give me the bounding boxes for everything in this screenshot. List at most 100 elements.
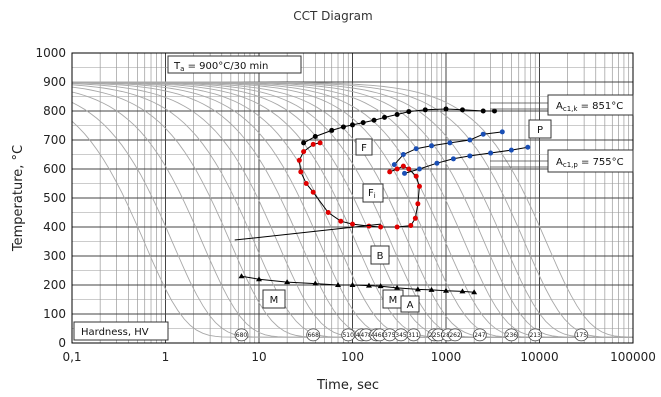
- ac1p-value: = 755°C: [578, 157, 624, 168]
- series-point-pearlite_start: [500, 129, 505, 134]
- series-point-ferrite_bainite_boundary: [366, 224, 371, 229]
- y-tick-label: 1000: [35, 46, 66, 60]
- series-point-ferrite_bainite_boundary: [350, 222, 355, 227]
- hardness-value: 375: [384, 332, 396, 339]
- y-tick-label: 800: [43, 104, 66, 118]
- series-point-ferrite_start: [460, 107, 465, 112]
- phase-label-p: P: [529, 120, 551, 138]
- series-point-ferrite_start: [350, 122, 355, 127]
- hardness-value: 668: [307, 332, 319, 339]
- series-point-ferrite_bainite_boundary: [326, 210, 331, 215]
- x-tick-label: 0,1: [62, 350, 81, 364]
- series-point-ferrite_bainite_boundary: [378, 225, 383, 230]
- hardness-label: Hardness, HV: [74, 322, 168, 340]
- series-point-ferrite_start: [382, 115, 387, 120]
- series-point-pearlite_start: [401, 152, 406, 157]
- series-point-ferrite_bainite_boundary: [318, 140, 323, 145]
- series-point-pearlite_end: [451, 156, 456, 161]
- series-point-pearlite_start: [467, 138, 472, 143]
- series-point-ferrite_bainite_boundary: [413, 216, 418, 221]
- y-tick-label: 100: [43, 307, 66, 321]
- y-tick-label: 0: [58, 336, 66, 350]
- series-point-ferrite_bainite_boundary: [311, 142, 316, 147]
- hardness-value: 345: [395, 332, 407, 339]
- y-tick-label: 900: [43, 75, 66, 89]
- series-point-pearlite_start: [414, 146, 419, 151]
- hardness-value: 262: [449, 332, 461, 339]
- phase-f-text: F: [361, 143, 367, 154]
- y-tick-label: 600: [43, 162, 66, 176]
- hardness-value: 236: [506, 332, 518, 339]
- series-point-ferrite_start: [372, 118, 377, 123]
- phase-m2-text: M: [389, 295, 398, 306]
- series-point-ferrite_bainite_boundary: [304, 181, 309, 186]
- series-point-ferrite_bainite_boundary: [395, 225, 400, 230]
- y-axis-label: Temperature, °C: [11, 145, 26, 252]
- series-point-pearlite_start: [447, 140, 452, 145]
- series-point-ferrite_bainite_boundary: [408, 223, 413, 228]
- y-tick-label: 400: [43, 220, 66, 234]
- series-point-pearlite_end: [402, 171, 407, 176]
- series-point-pearlite_end: [509, 148, 514, 153]
- x-tick-label: 10: [251, 350, 266, 364]
- x-tick-label: 1000: [431, 350, 462, 364]
- series-point-ferrite_bainite_boundary: [406, 167, 411, 172]
- ac1k-value: = 851°C: [577, 101, 623, 112]
- y-tick-labels: 01002003004005006007008009001000: [35, 46, 66, 350]
- series-point-ferrite_bainite_boundary: [395, 167, 400, 172]
- series-point-ferrite_bainite_boundary: [297, 158, 302, 163]
- series-point-ferrite_start: [481, 109, 486, 114]
- series-point-pearlite_start: [392, 162, 397, 167]
- phase-fi-sub: i: [374, 192, 376, 200]
- series-point-pearlite_start: [429, 143, 434, 148]
- x-axis-label: Time, sec: [316, 378, 379, 393]
- y-tick-label: 300: [43, 249, 66, 263]
- x-tick-label: 10000: [520, 350, 558, 364]
- series-point-ferrite_start: [301, 140, 306, 145]
- phase-label-b: B: [371, 246, 389, 264]
- svg-text:Ta = 900°C/30 min: Ta = 900°C/30 min: [173, 61, 268, 73]
- series-point-ferrite_start: [313, 134, 318, 139]
- series-point-ferrite_bainite_boundary: [338, 219, 343, 224]
- series-point-ferrite_bainite_boundary: [301, 149, 306, 154]
- phase-m1-text: M: [270, 295, 279, 306]
- series-point-ferrite_start: [406, 109, 411, 114]
- chart-title: CCT Diagram: [293, 9, 372, 23]
- hardness-value: 510: [342, 332, 354, 339]
- series-point-pearlite_start: [481, 132, 486, 137]
- phase-label-m2: M: [383, 290, 403, 308]
- ac1p-sub: c1,p: [563, 161, 579, 169]
- ac1k-sub: c1,k: [563, 105, 579, 113]
- phase-label-a: A: [401, 296, 419, 312]
- series-point-ferrite_start: [329, 128, 334, 133]
- series-point-ferrite_bainite_boundary: [387, 169, 392, 174]
- phase-b-text: B: [377, 251, 384, 262]
- hardness-value: 247: [474, 332, 486, 339]
- series-point-ferrite_bainite_boundary: [401, 164, 406, 169]
- series-point-pearlite_end: [488, 151, 493, 156]
- x-tick-label: 1: [162, 350, 170, 364]
- phase-label-m1: M: [263, 290, 285, 308]
- hardness-value: 311: [408, 332, 420, 339]
- phase-p-text: P: [537, 125, 543, 136]
- austenitizing-value: = 900°C/30 min: [184, 61, 268, 72]
- phase-label-f: F: [356, 139, 372, 155]
- series-point-ferrite_bainite_boundary: [417, 184, 422, 189]
- phase-label-fi: Fi: [363, 184, 383, 202]
- series-point-pearlite_end: [434, 161, 439, 166]
- x-tick-label: 100000: [610, 350, 656, 364]
- series-point-ferrite_bainite_boundary: [298, 169, 303, 174]
- series-point-pearlite_end: [525, 145, 530, 150]
- series-point-pearlite_end: [417, 167, 422, 172]
- x-tick-labels: 0,1 1 10 100 1000 10000 100000: [62, 350, 655, 364]
- x-tick-label: 100: [341, 350, 364, 364]
- hardness-value: 213: [529, 332, 541, 339]
- hardness-value: 680: [236, 332, 248, 339]
- series-point-ferrite_bainite_boundary: [415, 201, 420, 206]
- series-point-ferrite_bainite_boundary: [311, 190, 316, 195]
- series-point-ferrite_start: [361, 120, 366, 125]
- austenitizing-note: Ta = 900°C/30 min: [168, 56, 301, 73]
- y-tick-label: 200: [43, 278, 66, 292]
- series-point-ferrite_start: [423, 107, 428, 112]
